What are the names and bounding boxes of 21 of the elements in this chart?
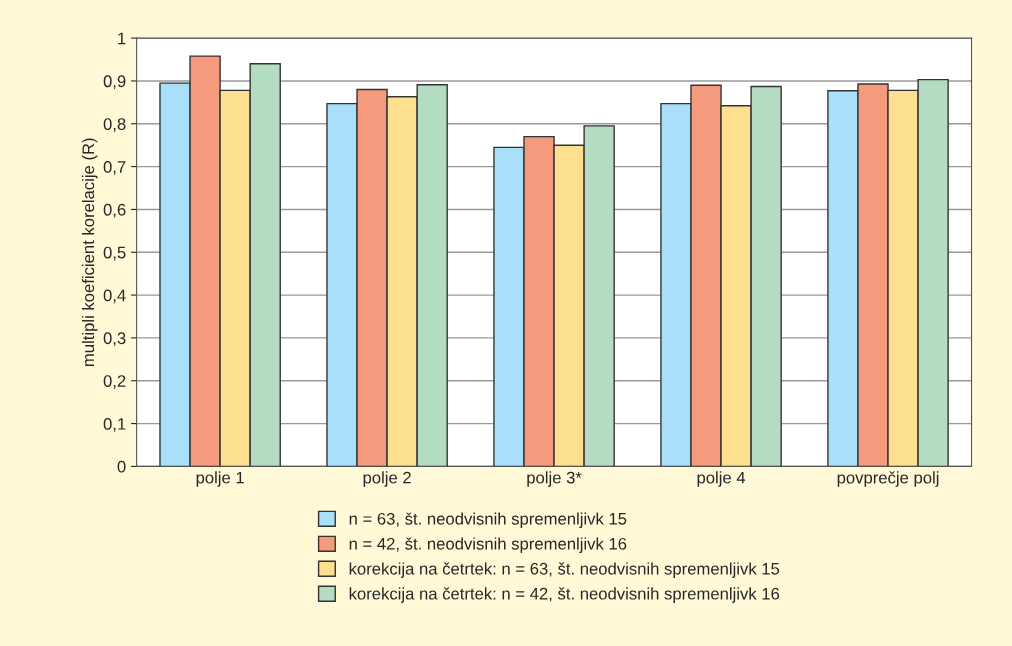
y-tick-label: 0,7: [103, 161, 126, 175]
y-tick-label: 0,4: [103, 289, 126, 304]
y-tick-label: 0,9: [103, 75, 126, 90]
x-tick-label: povprečje polj: [837, 471, 939, 487]
y-tick-label: 0: [117, 460, 126, 473]
legend-label: korekcija na četrtek: n = 42, št. neodvisnih spremenljivk 16: [349, 587, 780, 603]
legend-label: korekcija na četrtek: n = 63, št. neodvisnih spremenljivk 15: [349, 562, 780, 578]
legend-label: n = 63, št. neodvisnih spremenljivk 15: [349, 512, 627, 529]
x-tick-label: polje 2: [363, 471, 411, 487]
x-tick-label: polje 4: [697, 471, 746, 487]
y-tick-label: 1: [118, 32, 126, 45]
y-axis-title: multipli koeficient korelacije (R): [81, 138, 98, 366]
y-tick-label: 0,5: [103, 246, 126, 261]
y-tick-label: 0,6: [103, 203, 126, 218]
y-tick-label: 0,1: [103, 417, 126, 432]
x-tick-label: polje 1: [196, 471, 244, 487]
y-tick-label: 0,2: [103, 375, 126, 389]
legend-label: n = 42, št. neodvisnih spremenljivk 16: [349, 537, 627, 553]
y-tick-label: 0,8: [103, 118, 126, 132]
y-tick-label: 0,3: [103, 332, 126, 347]
x-tick-label: polje 3*: [527, 471, 582, 487]
